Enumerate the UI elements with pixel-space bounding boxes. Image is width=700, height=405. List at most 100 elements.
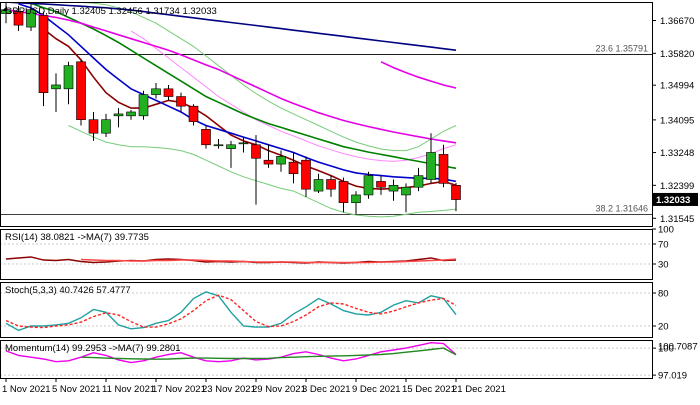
- rsi-plot-area: [1, 243, 652, 265]
- candle-body-13: [163, 88, 174, 97]
- moving-average-2: [30, 3, 457, 170]
- stoch-plot-area: [1, 291, 652, 332]
- mom-tick-label-0: 97.019: [658, 371, 687, 382]
- candle-body-18: [226, 144, 236, 149]
- stoch-tick-label-1: 80: [658, 289, 669, 300]
- moving-average-1: [18, 3, 457, 183]
- fib-label-0: 23.6 1.35791: [595, 43, 648, 53]
- candle-body-3: [38, 15, 49, 93]
- candle-body-20: [251, 144, 261, 159]
- candle-11: [138, 90, 149, 120]
- moving-average-0: [43, 28, 457, 190]
- band-line-1: [82, 3, 457, 152]
- candle-body-8: [101, 119, 111, 134]
- candle-body-35: [438, 154, 449, 184]
- symbol-timeframe: GBPUSD,Daily: [5, 6, 72, 17]
- date-label-9: 21 Dec 2021: [452, 384, 506, 395]
- candle-34: [426, 133, 436, 184]
- candle-body-2: [26, 9, 36, 28]
- date-label-0: 1 Nov 2021: [2, 384, 51, 395]
- date-label-6: 3 Dec 2021: [302, 384, 351, 395]
- candle-14: [176, 92, 186, 112]
- candle-27: [338, 177, 349, 213]
- candle-body-7: [88, 119, 99, 134]
- candle-13: [163, 84, 174, 101]
- chart-menu-icon: [2, 6, 7, 11]
- main-plot-area: [1, 3, 652, 218]
- mom-series-1: [80, 347, 457, 360]
- candle-body-5: [63, 65, 74, 90]
- candle-36: [451, 182, 461, 212]
- candle-body-32: [401, 186, 411, 196]
- rsi-tick-label-2: 100: [658, 225, 674, 236]
- stoch-panel-frame: [0, 282, 653, 338]
- candle-22: [276, 150, 286, 172]
- candle-body-12: [151, 88, 161, 95]
- candle-33: [413, 167, 424, 192]
- candle-15: [188, 104, 199, 126]
- rsi-panel-frame: [0, 229, 653, 280]
- candle-body-14: [176, 96, 186, 107]
- candle-26: [326, 175, 336, 197]
- candle-8: [101, 113, 111, 138]
- mom-tick-label-1: 100: [658, 344, 674, 355]
- rsi-tick-label-0: 30: [658, 260, 669, 271]
- candle-body-15: [188, 105, 199, 122]
- rsi-panel: 30 70 100 RSI(14) 38.0821 ->MA(7) 39.7735: [0, 225, 674, 280]
- date-label-5: 29 Nov 2021: [252, 384, 306, 395]
- candle-body-6: [76, 61, 86, 120]
- candle-body-4: [51, 84, 61, 90]
- band-line-0: [68, 125, 457, 218]
- candle-20: [251, 135, 261, 205]
- candle-body-24: [301, 159, 311, 190]
- candle-18: [226, 140, 236, 168]
- moving-average-5: [380, 61, 457, 89]
- date-label-3: 17 Nov 2021: [152, 384, 206, 395]
- candle-body-23: [288, 161, 299, 175]
- moving-average-4: [9, 3, 457, 51]
- candle-body-19: [238, 142, 249, 145]
- date-label-1: 5 Nov 2021: [52, 384, 101, 395]
- header-high: 1.32456: [109, 6, 146, 17]
- header-close: 1.32033: [182, 6, 216, 17]
- price-tick-label-3: 1.34095: [660, 115, 694, 126]
- date-label-7: 9 Dec 2021: [352, 384, 401, 395]
- stoch-title: Stoch(5,3,3) 40.7426 57.4777: [5, 285, 131, 296]
- candle-body-1: [13, 11, 24, 26]
- candle-12: [151, 83, 161, 99]
- mom-panel-frame: [0, 340, 653, 379]
- candle-body-33: [413, 175, 424, 188]
- candle-body-9: [113, 113, 124, 117]
- candle-2: [26, 3, 36, 31]
- candle-19: [238, 137, 249, 153]
- momentum-panel: 97.019 100 Momentum(14) 99.2953 ->MA(7) 99…: [0, 340, 698, 382]
- candle-9: [113, 108, 124, 128]
- header-open: 1.32405: [72, 6, 109, 17]
- candle-3: [38, 11, 49, 107]
- band-line-2: [130, 30, 457, 162]
- candle-29: [363, 171, 374, 199]
- stoch-tick-label-0: 20: [658, 322, 669, 333]
- candle-body-21: [263, 159, 274, 165]
- candle-23: [288, 152, 299, 184]
- candle-body-22: [276, 156, 286, 165]
- current-price-badge: [652, 192, 698, 206]
- candle-28: [351, 191, 361, 215]
- date-label-4: 23 Nov 2021: [202, 384, 256, 395]
- stoch-series-0: [5, 291, 457, 332]
- mom-plot-area: [1, 341, 652, 376]
- rsi-title: RSI(14) 38.0821 ->MA(7) 39.7735: [5, 232, 149, 243]
- moving-average-3: [5, 8, 457, 144]
- candle-body-36: [451, 184, 461, 200]
- price-tick-label-1: 1.35820: [660, 49, 694, 60]
- candle-24: [301, 156, 311, 197]
- candle-1: [13, 5, 24, 31]
- momentum-badge-label: 100.7087: [658, 342, 698, 353]
- candle-body-25: [313, 179, 324, 192]
- candle-body-31: [388, 184, 399, 192]
- candle-7: [88, 111, 99, 141]
- candle-30: [376, 175, 386, 195]
- candle-5: [63, 61, 74, 105]
